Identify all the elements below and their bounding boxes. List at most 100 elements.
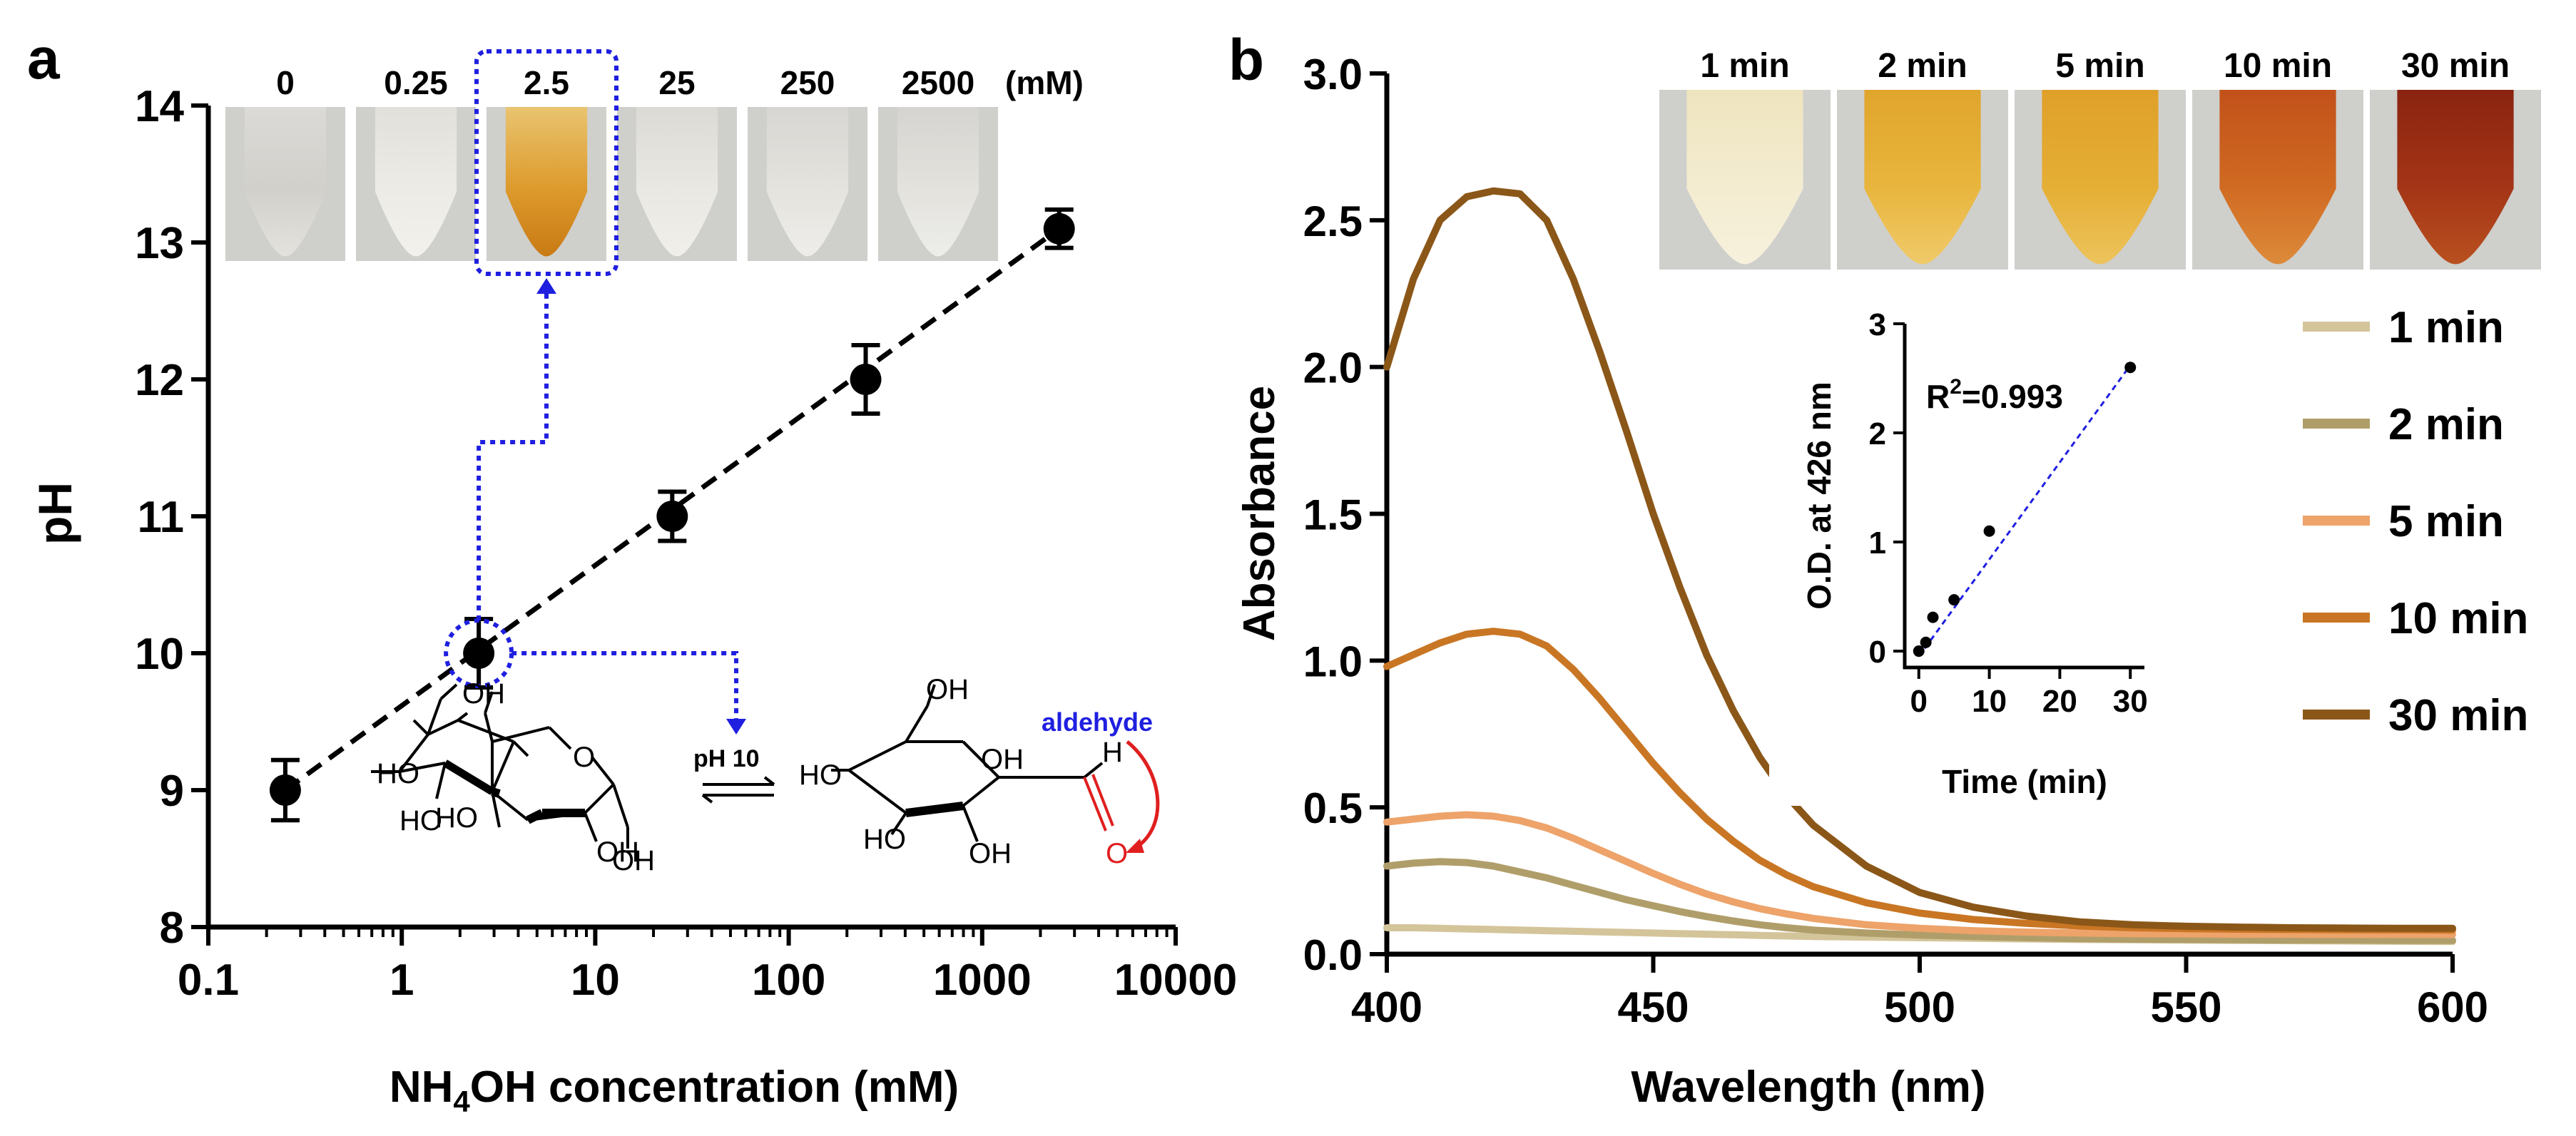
panel-a-tube-label: 0 <box>276 64 295 101</box>
inset-x-tick-label: 30 <box>2113 684 2148 719</box>
inset-y-tick-label: 3 <box>1869 307 1886 342</box>
panel-b-tube-row: 1 min 2 min 5 min 10 min 30 min <box>1659 47 2541 270</box>
panel-b-y-tick-label: 1.5 <box>1303 491 1363 539</box>
inset-y-tick-label: 1 <box>1869 526 1886 561</box>
glucose-ring-oh-mid: OH <box>612 891 614 892</box>
panel-a-x-tick-label: 1 <box>390 956 414 1005</box>
panel-b-x-tick-label: 600 <box>2417 983 2488 1031</box>
panel-b-x-axis-label: Wavelength (nm) <box>1631 1063 1985 1112</box>
panel-b-x-tick-label: 500 <box>1884 983 1955 1031</box>
panel-a-data-point <box>463 617 495 690</box>
panel-a-tube-row: 0 0.25 2.5 25 250 2500 (mM) <box>225 64 1084 261</box>
panel-a-tube-label: 0.25 <box>384 64 448 101</box>
panel-a-tube-liquid <box>505 107 588 257</box>
panel-b-tube-photo <box>2370 90 2541 270</box>
glucose-ring-ho-bottom: HO <box>435 802 478 834</box>
panel-b-x-tick-label: 400 <box>1351 983 1422 1031</box>
panel-b-legend-item: 10 min <box>2303 594 2528 643</box>
callout-line-right <box>511 651 738 720</box>
glucose-open-o: O <box>1106 838 1128 869</box>
callout-arrowhead-down <box>726 719 746 735</box>
inset-data-point <box>1948 594 1960 606</box>
glucose-ring-oh-c2: OH <box>596 836 639 868</box>
inset-x-tick-label: 0 <box>1910 684 1928 719</box>
panel-a-y-axis-label: pH <box>29 482 81 545</box>
panel-b-tube-photo <box>2015 90 2186 270</box>
panel-a-tube-liquid <box>897 107 979 257</box>
panel-a-data-point <box>1043 207 1075 250</box>
panel-b-series-30-min <box>1383 187 2456 932</box>
glucose-open-ho-bottom: HO <box>863 824 906 855</box>
glucose-open-oh-right: OH <box>981 744 1024 775</box>
glucose-ring-body <box>484 691 629 849</box>
aldehyde-arrow <box>1126 740 1160 851</box>
panel-b-x-tick-label: 550 <box>2150 983 2221 1031</box>
panel-b-legend-item: 30 min <box>2303 691 2528 740</box>
panel-a-y-tick-label: 14 <box>135 82 184 131</box>
panel-a-tube-liquid <box>375 107 457 257</box>
glucose-open-oh-top: OH <box>926 674 969 705</box>
callout-arrowhead-up <box>536 278 556 294</box>
panel-a-y-tick-label: 9 <box>160 767 184 816</box>
panel-b-y-tick-label: 3.0 <box>1303 51 1363 98</box>
panel-a-ticks: 8 9 10 11 12 13 14 0.1 1 10 100 1000 10000 <box>135 82 1237 1005</box>
panel-b-ticks: 0.0 0.5 1.0 1.5 2.0 2.5 3.0 400 450 500 550 600 <box>1303 51 2488 1031</box>
inset-data-point <box>2124 362 2137 374</box>
panel-b-y-axis-label: Absorbance <box>1235 386 1284 641</box>
panel-b-y-tick-label: 1.0 <box>1303 638 1363 685</box>
panel-a-data-point <box>656 489 688 543</box>
inset-x-tick-label: 20 <box>2042 684 2077 719</box>
panel-b-series-5-min <box>1383 811 2456 938</box>
inset-data-point <box>1983 525 1995 537</box>
panel-a-tube-unit: (mM) <box>1005 64 1084 101</box>
panel-a-x-tick-label: 10000 <box>1114 956 1237 1005</box>
panel-a-x-tick-label: 10 <box>571 956 620 1005</box>
panel-b-series-lines <box>1383 187 2456 946</box>
glucose-ring-oh-top: OH <box>462 678 505 710</box>
panel-a-trend-line <box>283 226 1061 792</box>
panel-a-tube-label: 2.5 <box>524 64 569 101</box>
panel-b-legend-item: 5 min <box>2303 497 2504 546</box>
callout-line-up <box>477 292 549 620</box>
inset-background <box>1769 307 2169 806</box>
panel-b-y-tick-label: 2.5 <box>1303 198 1363 245</box>
glucose-ring-ho-left: HO <box>377 758 419 789</box>
glucose-open-oh-mid: OH <box>969 838 1012 869</box>
panel-a-label: a <box>27 26 61 91</box>
panel-b-tube-label: 1 min <box>1700 47 1789 85</box>
panel-b-label: b <box>1228 28 1264 93</box>
panel-a-tube-photo <box>356 107 476 261</box>
panel-a-tube-label: 25 <box>658 64 695 101</box>
panel-a-x-tick-label: 0.1 <box>178 956 239 1005</box>
inset-data-point <box>1913 645 1925 657</box>
panel-a-y-tick-label: 11 <box>137 493 184 542</box>
panel-a-points <box>269 207 1075 823</box>
panel-a-marker <box>1043 213 1075 245</box>
panel-b-tube-liquid <box>1686 90 1803 265</box>
glucose-open-ho-left: HO <box>799 759 842 791</box>
panel-a-y-tick-label: 12 <box>135 356 184 405</box>
panel-a-chart: a 0 0.25 2.5 25 250 2500 (mM) 8 9 10 11 12 13 14 0.1 1… <box>27 26 1237 1118</box>
panel-b-legend-label: 30 min <box>2388 691 2528 740</box>
panel-a-marker <box>269 774 301 806</box>
glucose-ring-o: O <box>573 742 595 773</box>
panel-b-tube-liquid <box>2397 90 2514 265</box>
inset-y-axis-label: O.D. at 426 nm <box>1801 382 1838 610</box>
panel-b-tube-label: 30 min <box>2401 47 2510 85</box>
panel-a-x-tick-label: 100 <box>752 956 825 1005</box>
reaction-condition: pH 10 <box>693 745 760 772</box>
panel-b-tube-liquid <box>2042 90 2159 265</box>
glucose-ring-ho-c3: HO <box>399 805 442 836</box>
aldehyde-arrowhead <box>1126 839 1144 853</box>
panel-a-marker <box>850 364 882 395</box>
panel-b-x-tick-label: 450 <box>1617 983 1689 1031</box>
glucose-ring-structure <box>371 683 529 828</box>
panel-b-legend: 1 min 2 min 5 min 10 min 30 min <box>2303 303 2528 740</box>
inset-fit-line <box>1918 364 2132 657</box>
panel-b-tube-label: 10 min <box>2224 47 2332 85</box>
panel-b-y-tick-label: 2.0 <box>1303 344 1363 392</box>
panel-a-tube-liquid <box>244 107 327 257</box>
panel-a-tube-label: 2500 <box>902 64 974 101</box>
inset-data-point <box>1920 636 1932 648</box>
